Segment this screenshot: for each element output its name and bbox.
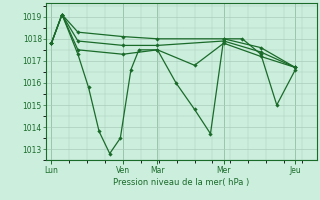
- X-axis label: Pression niveau de la mer( hPa ): Pression niveau de la mer( hPa ): [113, 178, 249, 187]
